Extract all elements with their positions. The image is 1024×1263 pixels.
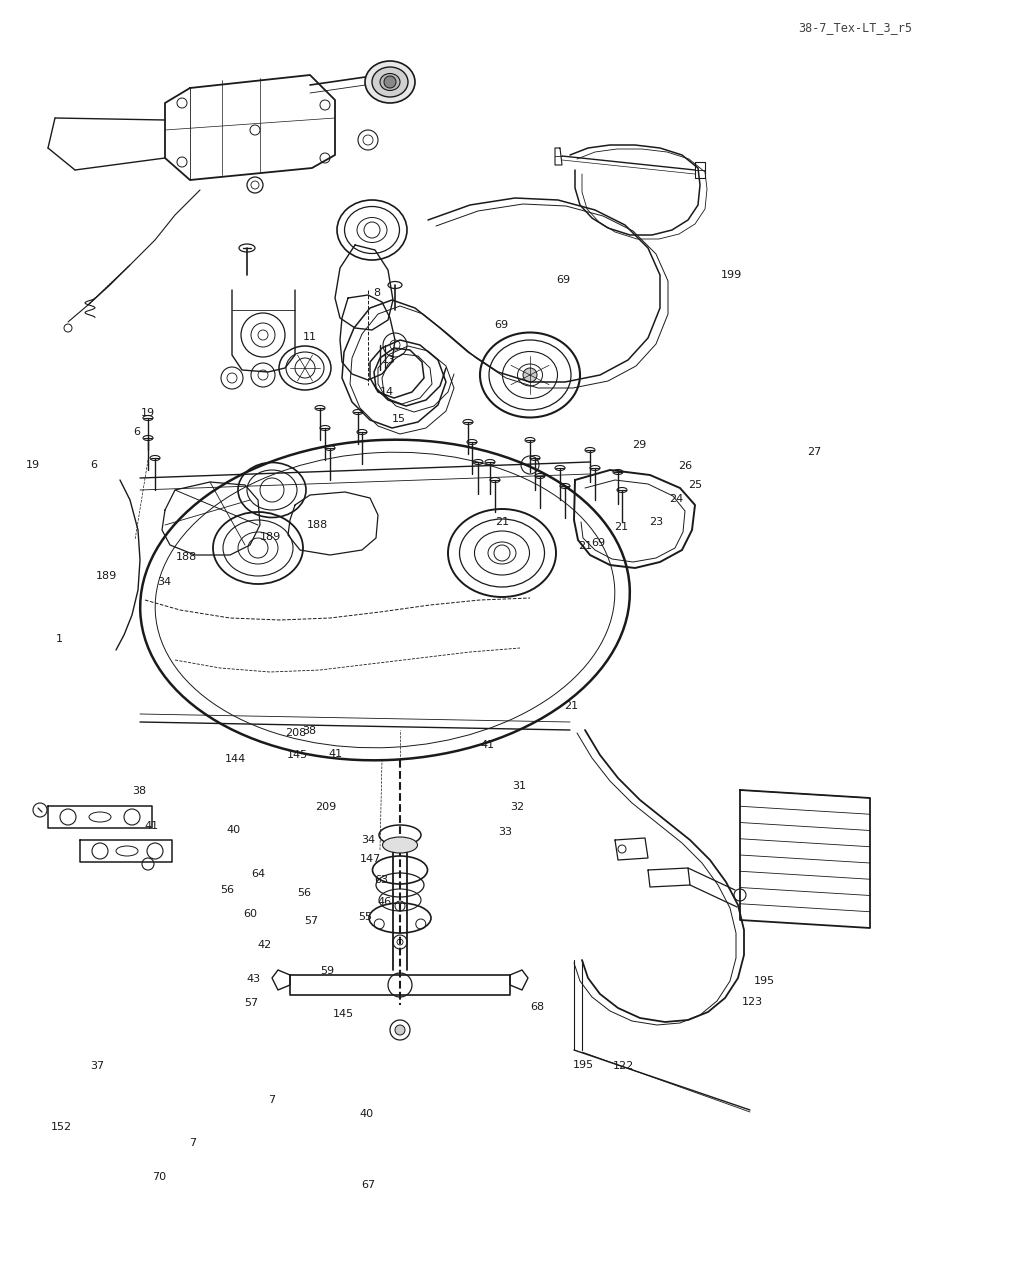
Text: 40: 40 bbox=[226, 825, 241, 835]
Text: 38-7_Tex-LT_3_r5: 38-7_Tex-LT_3_r5 bbox=[798, 21, 912, 34]
Text: 41: 41 bbox=[144, 821, 159, 831]
Text: 13: 13 bbox=[382, 355, 396, 365]
Text: 42: 42 bbox=[257, 940, 271, 950]
Text: 195: 195 bbox=[754, 976, 774, 986]
Text: 46: 46 bbox=[377, 897, 391, 907]
Text: 25: 25 bbox=[688, 480, 702, 490]
Circle shape bbox=[384, 76, 396, 88]
Text: 59: 59 bbox=[321, 966, 335, 976]
Text: 6: 6 bbox=[91, 460, 97, 470]
Text: 15: 15 bbox=[391, 414, 406, 424]
Text: 21: 21 bbox=[564, 701, 579, 711]
Text: 69: 69 bbox=[556, 275, 570, 285]
Text: 7: 7 bbox=[189, 1138, 196, 1148]
Text: 34: 34 bbox=[157, 577, 171, 587]
Text: 189: 189 bbox=[96, 571, 117, 581]
Text: 209: 209 bbox=[315, 802, 336, 812]
Text: 27: 27 bbox=[807, 447, 821, 457]
Text: 34: 34 bbox=[361, 835, 376, 845]
Text: 188: 188 bbox=[307, 520, 328, 530]
Text: 33: 33 bbox=[498, 827, 512, 837]
Text: 31: 31 bbox=[512, 781, 526, 791]
Text: 32: 32 bbox=[510, 802, 524, 812]
Text: 152: 152 bbox=[51, 1122, 72, 1132]
Text: 21: 21 bbox=[578, 541, 592, 551]
Text: 60: 60 bbox=[243, 909, 257, 919]
Text: 144: 144 bbox=[225, 754, 246, 764]
Text: 70: 70 bbox=[152, 1172, 166, 1182]
Text: 11: 11 bbox=[303, 332, 317, 342]
Text: 41: 41 bbox=[329, 749, 343, 759]
Text: 56: 56 bbox=[297, 888, 311, 898]
Text: 147: 147 bbox=[360, 854, 381, 864]
Ellipse shape bbox=[380, 73, 400, 91]
Text: 68: 68 bbox=[530, 1002, 545, 1012]
Text: 57: 57 bbox=[244, 998, 258, 1008]
Text: 38: 38 bbox=[132, 786, 146, 796]
Text: 67: 67 bbox=[361, 1180, 376, 1190]
Text: 122: 122 bbox=[613, 1061, 634, 1071]
Text: 26: 26 bbox=[678, 461, 692, 471]
Text: 6: 6 bbox=[134, 427, 140, 437]
Text: 43: 43 bbox=[247, 974, 261, 984]
Text: 57: 57 bbox=[304, 916, 318, 926]
Text: 24: 24 bbox=[669, 494, 683, 504]
Ellipse shape bbox=[365, 61, 415, 104]
Text: 64: 64 bbox=[251, 869, 265, 879]
Text: 19: 19 bbox=[26, 460, 40, 470]
Text: 1: 1 bbox=[56, 634, 62, 644]
Text: 208: 208 bbox=[286, 727, 306, 738]
Text: 69: 69 bbox=[591, 538, 605, 548]
Text: 145: 145 bbox=[287, 750, 307, 760]
Text: 14: 14 bbox=[380, 386, 394, 397]
Text: 56: 56 bbox=[220, 885, 234, 895]
Text: 38: 38 bbox=[302, 726, 316, 736]
Text: 8: 8 bbox=[374, 288, 380, 298]
Circle shape bbox=[395, 1026, 406, 1034]
Text: 29: 29 bbox=[632, 440, 646, 450]
Text: 37: 37 bbox=[90, 1061, 104, 1071]
Ellipse shape bbox=[372, 67, 408, 97]
Text: 195: 195 bbox=[573, 1060, 594, 1070]
Text: 21: 21 bbox=[495, 517, 509, 527]
Text: 21: 21 bbox=[614, 522, 629, 532]
Text: 7: 7 bbox=[268, 1095, 274, 1105]
Text: 19: 19 bbox=[140, 408, 155, 418]
Text: 63: 63 bbox=[374, 875, 388, 885]
Text: 69: 69 bbox=[495, 320, 509, 330]
Text: 40: 40 bbox=[359, 1109, 374, 1119]
Ellipse shape bbox=[383, 837, 418, 853]
Text: 23: 23 bbox=[649, 517, 664, 527]
Text: 145: 145 bbox=[333, 1009, 353, 1019]
Text: 41: 41 bbox=[480, 740, 495, 750]
Circle shape bbox=[523, 368, 537, 381]
Text: 55: 55 bbox=[358, 912, 373, 922]
Text: 189: 189 bbox=[260, 532, 281, 542]
Text: 188: 188 bbox=[176, 552, 197, 562]
Text: 123: 123 bbox=[742, 997, 763, 1007]
Text: 199: 199 bbox=[721, 270, 741, 280]
